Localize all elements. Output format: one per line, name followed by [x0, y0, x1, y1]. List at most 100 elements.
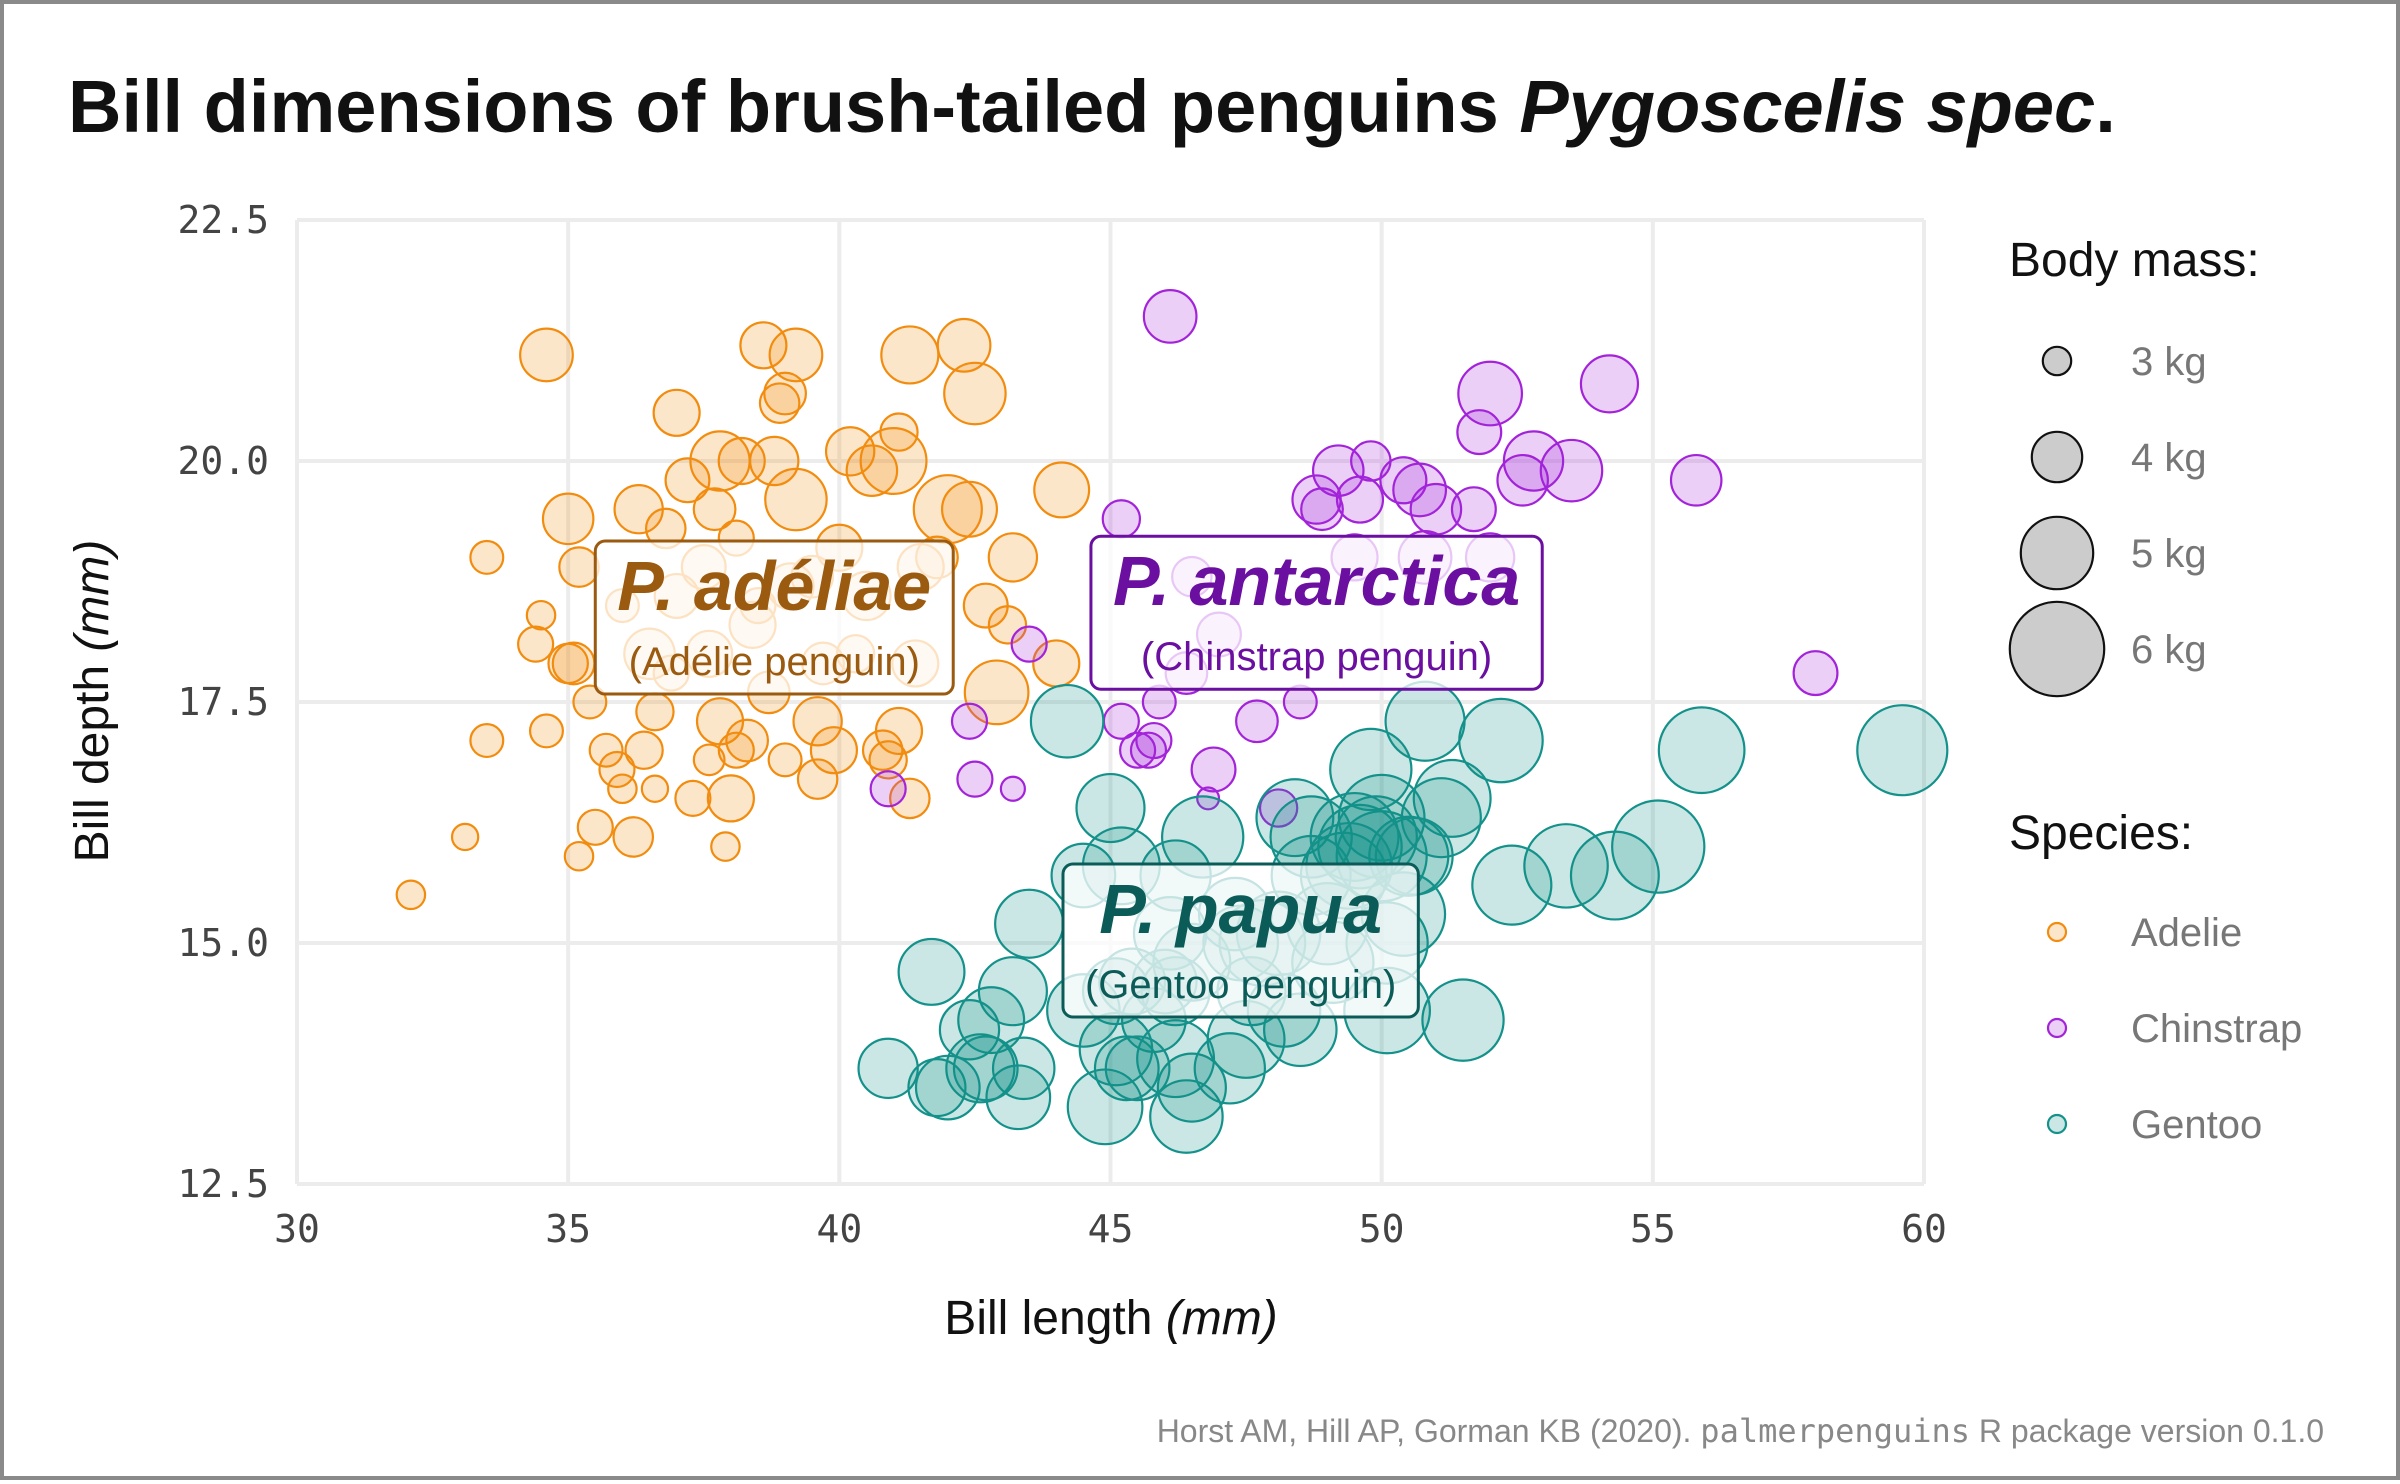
data-point	[758, 382, 801, 424]
data-point	[952, 1035, 1019, 1102]
y-tick-label: 20.0	[177, 439, 269, 483]
group-labels: P. adéliae (Adélie penguin) P. antarctica (…	[593, 534, 1544, 1019]
color-legend-title: Species:	[2009, 807, 2193, 860]
data-point	[1792, 650, 1839, 697]
data-point	[1337, 773, 1426, 862]
group-label-common: (Gentoo penguin)	[1085, 963, 1396, 1007]
data-point	[739, 321, 788, 370]
data-point	[1579, 354, 1640, 414]
data-point	[987, 532, 1039, 583]
x-tick-label: 60	[1901, 1207, 1947, 1251]
data-point	[563, 840, 595, 872]
x-tick-label: 50	[1359, 1207, 1405, 1251]
data-point	[749, 435, 800, 487]
data-point	[824, 426, 876, 477]
x-tick-label: 35	[545, 1207, 591, 1251]
group-label-name: P. papua	[1099, 870, 1382, 948]
data-point	[1156, 1052, 1227, 1123]
data-point	[1456, 409, 1503, 456]
data-point	[1379, 456, 1428, 505]
data-point	[768, 327, 824, 383]
data-point	[652, 388, 701, 437]
data-point	[1669, 453, 1723, 507]
data-point	[1142, 289, 1198, 344]
data-point	[725, 718, 770, 763]
group-label-chinstrap: P. antarctica (Chinstrap penguin)	[1089, 534, 1544, 691]
group-label-adelie: P. adéliae (Adélie penguin)	[593, 539, 955, 696]
data-point	[1129, 731, 1168, 769]
data-point	[541, 492, 595, 546]
data-point	[706, 774, 755, 823]
data-point	[1471, 844, 1553, 926]
size-legend-key	[2030, 430, 2084, 484]
color-legend-label: Chinstrap	[2131, 1007, 2302, 1051]
data-point	[528, 713, 564, 749]
data-point	[945, 1033, 1016, 1104]
data-point	[1196, 786, 1221, 811]
data-point	[1421, 978, 1505, 1062]
group-label-common: (Chinstrap penguin)	[1141, 635, 1492, 679]
data-point	[987, 605, 1028, 645]
data-point	[1457, 360, 1524, 427]
data-point	[1335, 475, 1385, 524]
data-point	[1033, 461, 1091, 519]
data-point	[640, 774, 670, 803]
color-legend: Species: Adelie Chinstrap Gentoo	[2009, 807, 2302, 1147]
data-point	[576, 808, 614, 846]
data-point	[767, 742, 803, 778]
y-tick-label: 15.0	[177, 921, 269, 965]
group-label-box	[593, 539, 955, 696]
data-point	[957, 986, 1026, 1055]
size-legend-key	[2019, 515, 2095, 591]
color-legend-key	[2046, 921, 2068, 943]
data-point	[692, 487, 737, 532]
data-point	[889, 777, 931, 820]
data-point	[907, 1057, 967, 1118]
group-label-box	[1089, 534, 1544, 691]
data-point	[1496, 453, 1549, 507]
data-point	[1136, 1019, 1216, 1099]
data-point	[551, 641, 596, 686]
data-point	[1856, 704, 1949, 797]
data-point	[991, 1036, 1056, 1101]
x-axis-label: Bill length (mm)	[944, 1292, 1277, 1345]
data-point	[943, 361, 1007, 426]
data-point	[1450, 486, 1497, 533]
y-tick-label: 22.5	[177, 198, 269, 242]
size-legend-key	[2041, 345, 2073, 377]
data-point	[857, 1037, 919, 1100]
data-point	[950, 702, 989, 740]
y-axis-ticks: 12.5 15.0 17.5 20.0 22.5	[177, 198, 269, 1206]
data-point	[1135, 721, 1173, 760]
y-axis-label: Bill depth (mm)	[66, 540, 119, 863]
data-point	[517, 625, 555, 663]
data-point	[764, 467, 828, 532]
data-point	[1400, 777, 1482, 859]
data-point	[664, 457, 711, 504]
y-tick-label: 12.5	[177, 1162, 269, 1206]
data-point	[519, 327, 574, 383]
data-point	[1101, 499, 1142, 539]
data-point	[1657, 706, 1746, 795]
data-point	[674, 779, 712, 818]
x-tick-label: 30	[274, 1207, 320, 1251]
size-legend-key	[2008, 600, 2106, 698]
data-point	[861, 729, 904, 772]
color-legend-key	[2046, 1113, 2068, 1135]
data-point	[1010, 625, 1048, 663]
data-point	[1029, 683, 1105, 759]
data-point	[897, 937, 966, 1006]
size-legend-label: 3 kg	[2131, 340, 2207, 384]
caption: Horst AM, Hill AP, Gorman KB (2020). pal…	[1157, 1412, 2324, 1450]
data-point	[956, 760, 994, 798]
data-point	[809, 726, 859, 775]
data-point	[1104, 1035, 1171, 1102]
data-point	[469, 539, 505, 575]
data-point	[635, 691, 675, 732]
data-point	[1258, 788, 1299, 828]
data-point	[558, 546, 600, 588]
data-point	[1300, 487, 1344, 532]
data-point	[999, 775, 1026, 802]
data-point	[469, 723, 505, 759]
